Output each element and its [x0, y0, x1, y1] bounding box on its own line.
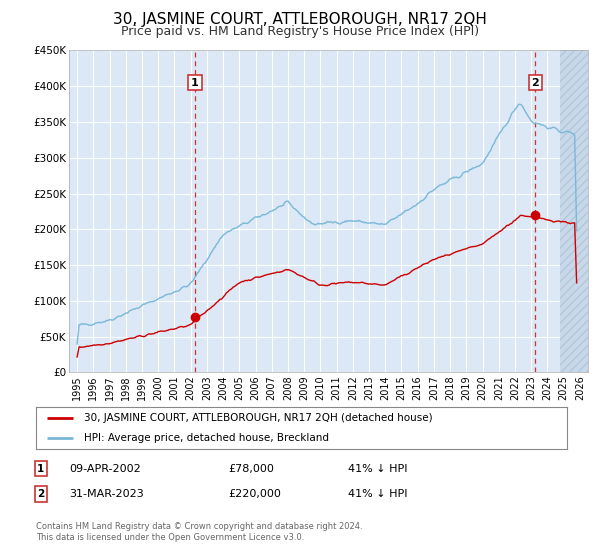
Text: 09-APR-2002: 09-APR-2002 — [69, 464, 141, 474]
Text: Price paid vs. HM Land Registry's House Price Index (HPI): Price paid vs. HM Land Registry's House … — [121, 25, 479, 38]
Text: £220,000: £220,000 — [228, 489, 281, 499]
Text: 1: 1 — [37, 464, 44, 474]
Text: 1: 1 — [191, 78, 199, 87]
Bar — [560, 50, 588, 372]
Text: This data is licensed under the Open Government Licence v3.0.: This data is licensed under the Open Gov… — [36, 533, 304, 542]
Text: 31-MAR-2023: 31-MAR-2023 — [69, 489, 144, 499]
Text: 30, JASMINE COURT, ATTLEBOROUGH, NR17 2QH (detached house): 30, JASMINE COURT, ATTLEBOROUGH, NR17 2Q… — [84, 413, 433, 423]
Text: 41% ↓ HPI: 41% ↓ HPI — [348, 489, 407, 499]
Text: 2: 2 — [37, 489, 44, 499]
Text: £78,000: £78,000 — [228, 464, 274, 474]
Text: 2: 2 — [532, 78, 539, 87]
Text: 41% ↓ HPI: 41% ↓ HPI — [348, 464, 407, 474]
Text: Contains HM Land Registry data © Crown copyright and database right 2024.: Contains HM Land Registry data © Crown c… — [36, 522, 362, 531]
Text: HPI: Average price, detached house, Breckland: HPI: Average price, detached house, Brec… — [84, 433, 329, 443]
Text: 30, JASMINE COURT, ATTLEBOROUGH, NR17 2QH: 30, JASMINE COURT, ATTLEBOROUGH, NR17 2Q… — [113, 12, 487, 27]
